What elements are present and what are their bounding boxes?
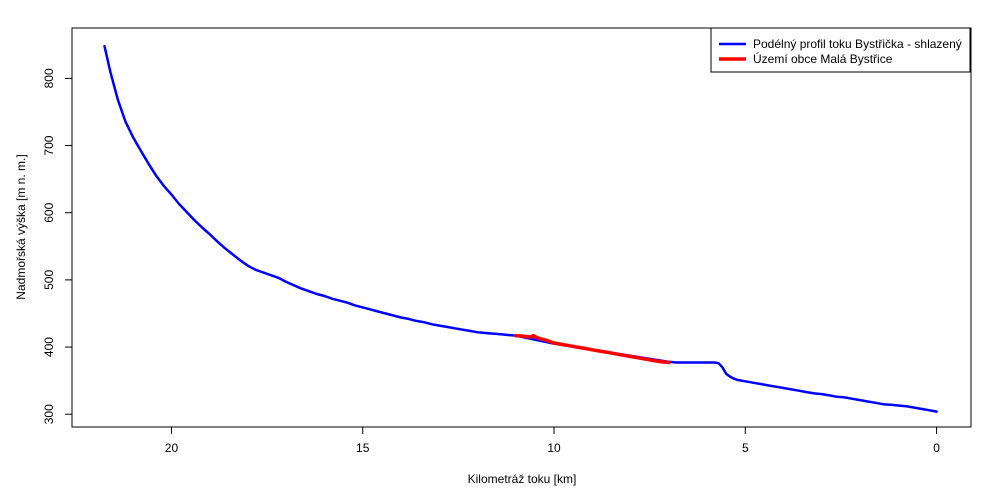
- series-layer: [103, 44, 938, 413]
- plot-area-border: [71, 27, 972, 428]
- x-tick-label: 5: [742, 441, 749, 455]
- x-tick-label: 10: [547, 441, 561, 455]
- y-axis-title: Nadmořská výška [m n. m.]: [14, 154, 28, 299]
- legend: Podélný profil toku Bystřička - shlazený…: [710, 27, 971, 73]
- legend-box: [710, 27, 971, 73]
- series-line-profile: [103, 44, 938, 413]
- y-tick-label: 700: [42, 135, 56, 155]
- series-line-municipality: [514, 333, 671, 365]
- y-axis: 300 400 500 600 700 800: [42, 68, 72, 424]
- x-axis: 20 15 10 5 0: [165, 427, 940, 455]
- x-tick-label: 0: [933, 441, 940, 455]
- x-axis-title: Kilometráž toku [km]: [468, 472, 577, 486]
- y-tick-label: 400: [42, 337, 56, 357]
- y-tick-label: 500: [42, 270, 56, 290]
- legend-label-profile: Podélný profil toku Bystřička - shlazený: [753, 37, 962, 51]
- y-tick-label: 800: [42, 68, 56, 88]
- legend-label-municipality: Území obce Malá Bystřice: [753, 51, 893, 66]
- x-tick-label: 15: [356, 441, 370, 455]
- x-tick-label: 20: [165, 441, 179, 455]
- y-tick-label: 600: [42, 202, 56, 222]
- y-tick-label: 300: [42, 404, 56, 424]
